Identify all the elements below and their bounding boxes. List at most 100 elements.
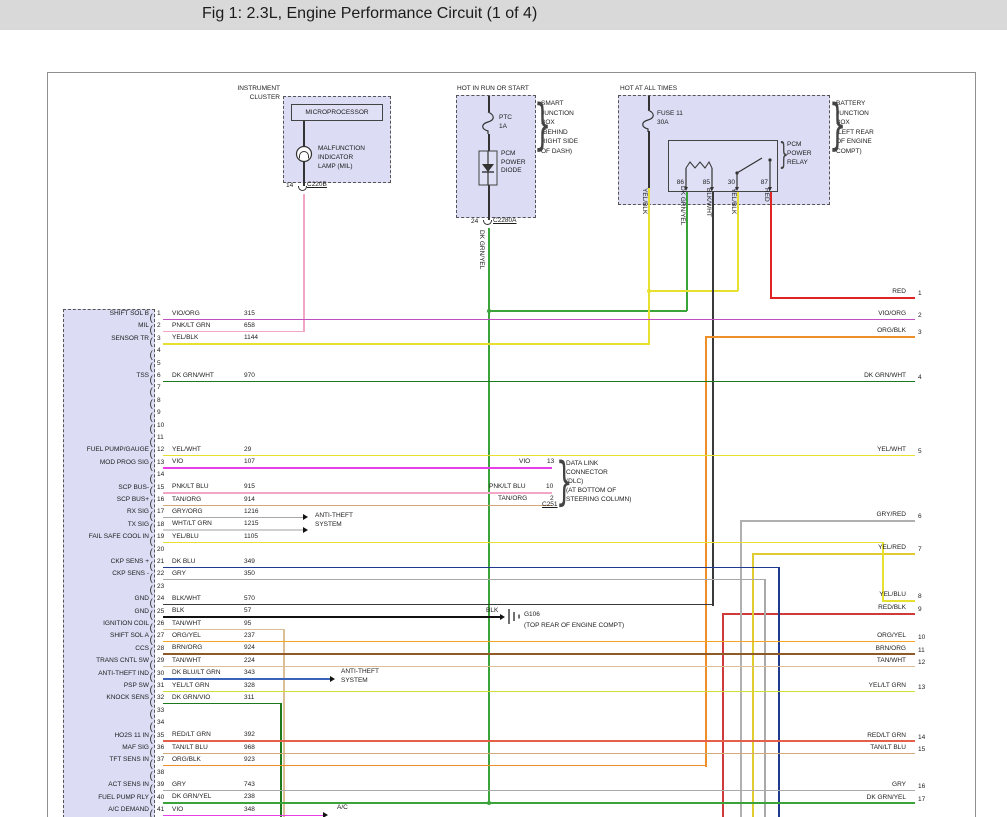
- exit-wire-label: RED/LT GRN: [867, 731, 906, 739]
- pcm-pin-number: 20: [157, 545, 165, 553]
- circuit-number: 224: [244, 656, 255, 664]
- exit-number: 10: [918, 634, 926, 641]
- c251-connector-label: C251: [542, 501, 558, 508]
- circuit-number: 970: [244, 371, 255, 379]
- circuit-number: 1216: [244, 507, 259, 515]
- pcm-pin-label: FUEL PUMP/GAUGE: [86, 446, 149, 454]
- pcm-pin-bracket: (: [149, 399, 153, 411]
- pcm-pin-label: A/C DEMAND: [108, 806, 149, 813]
- pcm-wire-32: [163, 702, 280, 705]
- pcm-pin-number: 3: [157, 334, 161, 342]
- wire-segment: [280, 703, 282, 817]
- wire-segment: [882, 541, 884, 602]
- pcm-pin-bracket: (: [149, 622, 153, 634]
- pcm-pin-label: TSS: [136, 372, 149, 379]
- circuit-number: 1215: [244, 520, 259, 528]
- wire-segment: [740, 520, 915, 522]
- circuit-number: 95: [244, 619, 252, 627]
- wire-segment: [488, 185, 490, 221]
- wire-color-label: GRY/ORG: [172, 507, 203, 515]
- wire-color-label-vertical: RED: [763, 188, 770, 202]
- wire-color-label: BLK: [172, 607, 185, 615]
- g106-label: G106: [524, 611, 540, 618]
- wire-color-label: ORG/BLK: [172, 755, 201, 763]
- pcm-power-relay-label: RELAY: [787, 159, 808, 166]
- wire-color-label-vertical: DK GRN/YEL: [679, 186, 686, 226]
- battery-junction-label: JUNCTION: [836, 109, 869, 117]
- exit-wire-label: TAN/LT BLU: [870, 744, 906, 751]
- fuse-11-symbol: [642, 109, 654, 132]
- pcm-pin-bracket: (: [149, 473, 153, 485]
- pcm-pin-bracket: (: [149, 597, 153, 609]
- pcm-pin-number: 10: [157, 421, 165, 429]
- inline-connector-symbol: [483, 220, 492, 225]
- pcm-pin-number: 30: [157, 669, 165, 677]
- wire-color-label-vertical: BLK/WHT: [705, 188, 712, 217]
- wire-color-label: VIO: [172, 805, 184, 813]
- wire-color-label-vertical: YEL/BLK: [641, 188, 648, 215]
- pcm-pin-number: 37: [157, 756, 165, 764]
- exit-wire-label: VIO/ORG: [878, 309, 906, 317]
- pcm-wire-13: [163, 467, 552, 469]
- c220b-connector-label: C220B: [307, 181, 327, 188]
- anti-theft-label-2: SYSTEM: [341, 676, 368, 684]
- inline-label: PNK/LT BLU: [489, 483, 526, 490]
- pcm-pin-label: TRANS CNTL SW: [96, 657, 149, 665]
- exit-number: 14: [918, 733, 926, 741]
- exit-number: 16: [918, 783, 926, 790]
- arrow-down: [683, 187, 688, 191]
- pcm-power-relay-label: POWER: [787, 150, 812, 157]
- pcm-wire-15: [163, 492, 552, 494]
- hot-at-all-times-label: HOT AT ALL TIMES: [620, 85, 678, 92]
- exit-number: 2: [918, 311, 922, 319]
- junction-dot: [486, 308, 491, 313]
- wire-segment: [770, 192, 772, 298]
- pcm-power-relay-symbol: [685, 157, 772, 190]
- pcm-diode-label: POWER: [501, 158, 526, 166]
- pcm-pin-label: SENSOR TR: [111, 334, 149, 342]
- pcm-pin-number: 33: [157, 706, 165, 714]
- relay-pin-85: 85: [702, 179, 710, 186]
- anti-theft-label-2: ANTI-THEFT: [341, 668, 379, 675]
- exit-number: 4: [918, 373, 922, 381]
- pcm-pin-number: 40: [157, 793, 165, 801]
- wire-color-label: BRN/ORG: [172, 644, 203, 652]
- exit-number: 12: [918, 659, 926, 666]
- circuit-number: 968: [244, 743, 255, 751]
- relay-pin-86: 86: [676, 179, 684, 186]
- pcm-pin-number: 9: [157, 409, 161, 417]
- arrow-down: [734, 187, 739, 191]
- pcm-pin-bracket: (: [149, 610, 153, 622]
- pcm-pin-bracket: (: [149, 362, 153, 374]
- wire-color-label: DK BLU/LT GRN: [172, 669, 221, 677]
- figure-title: Fig 1: 2.3L, Engine Performance Circuit …: [202, 5, 538, 22]
- wire-segment: [488, 310, 687, 312]
- exit-number: 13: [918, 684, 926, 691]
- pcm-pin-label: IGNITION COIL: [103, 620, 149, 627]
- exit-wire-label: YEL/BLU: [879, 591, 906, 598]
- pcm-pin-number: 1: [157, 310, 161, 317]
- pcm-pin-label: SCP BUS+: [116, 496, 149, 503]
- pcm-wire-6: [163, 380, 915, 382]
- inline-label: 13: [547, 458, 555, 465]
- wire-color-label: ORG/YEL: [172, 631, 201, 639]
- wire-color-label: TAN/LT BLU: [172, 743, 208, 751]
- pcm-wire-41: [163, 814, 323, 816]
- wire-segment: [712, 192, 714, 606]
- junction-dot: [646, 288, 651, 293]
- wire-color-label-vertical: DK GRN/YEL: [478, 230, 485, 270]
- pcm-wire-37: [163, 764, 705, 767]
- wire-segment: [648, 131, 650, 188]
- pcm-pin-bracket: (: [149, 709, 153, 721]
- battery-junction-label: (LEFT REAR: [836, 128, 874, 136]
- exit-wire-label: ORG/BLK: [877, 327, 906, 334]
- pcm-pin-bracket: (: [149, 349, 153, 361]
- exit-wire-label: GRY/RED: [876, 511, 907, 518]
- pcm-wire-40: [163, 802, 915, 804]
- pcm-pin-label: MIL: [138, 322, 149, 330]
- circuit-number: 914: [244, 495, 255, 503]
- exit-number: 9: [918, 606, 922, 613]
- pcm-pin-number: 22: [157, 570, 165, 578]
